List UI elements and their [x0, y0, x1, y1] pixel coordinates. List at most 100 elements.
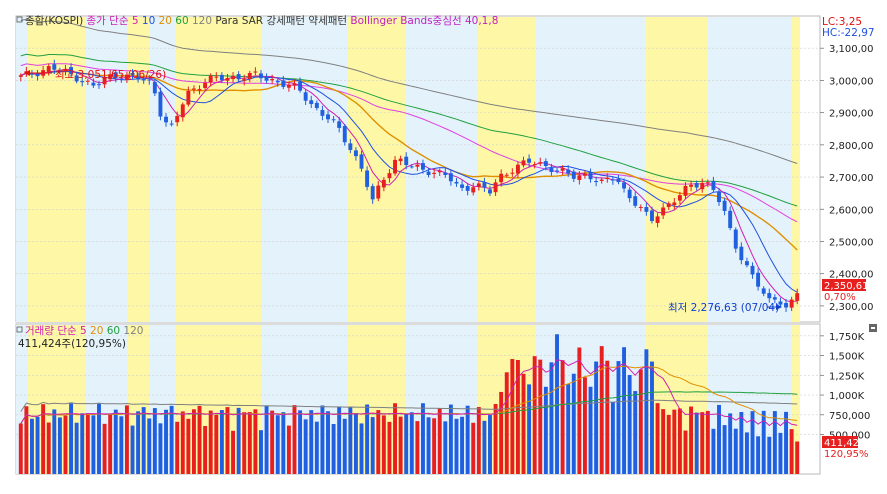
legend-item[interactable]: 20: [87, 325, 104, 337]
legend-item[interactable]: Bollinger Bands중심선 40,1,8: [347, 15, 498, 27]
candle-body: [661, 207, 666, 216]
volume-bar: [499, 391, 504, 474]
volume-bar: [320, 405, 325, 474]
legend-item[interactable]: 종합(KOSPI): [25, 15, 83, 27]
candle-body: [197, 89, 202, 91]
volume-bar: [152, 408, 157, 474]
candle-body: [85, 80, 90, 82]
candle-body: [689, 184, 694, 187]
legend-item[interactable]: Para SAR 강세패턴: [212, 15, 305, 27]
candle-body: [18, 75, 23, 77]
candle-body: [136, 76, 141, 80]
volume-bar: [141, 407, 146, 474]
legend-item[interactable]: 120: [189, 15, 212, 27]
legend-item[interactable]: 60: [172, 15, 189, 27]
volume-bar: [52, 409, 57, 474]
volume-bar: [767, 436, 772, 474]
volume-bar: [672, 409, 677, 474]
volume-bar: [493, 403, 498, 474]
candle-body: [381, 179, 386, 188]
candle-body: [326, 114, 330, 120]
candle-body: [795, 293, 800, 301]
legend-item[interactable]: 5: [129, 15, 139, 27]
volume-bar: [521, 373, 526, 474]
volume-bar: [298, 410, 303, 474]
candle-body: [147, 79, 152, 81]
legend-item[interactable]: 약세패턴: [305, 15, 347, 27]
legend-item[interactable]: 120: [120, 325, 143, 337]
volume-bar: [180, 411, 185, 474]
candle-body: [225, 78, 230, 81]
price-tick-label: 2,800,00: [829, 141, 874, 152]
candle-body: [102, 77, 107, 85]
band: [708, 325, 792, 474]
legend-item[interactable]: 종가 단순: [83, 15, 129, 27]
legend-item[interactable]: 20: [155, 15, 172, 27]
candle-body: [404, 156, 409, 166]
legend-box-icon[interactable]: [16, 16, 23, 23]
volume-tag: 411,424 120,95%: [822, 436, 869, 460]
candle-body: [35, 73, 40, 77]
candle-body: [504, 174, 509, 176]
volume-bar: [566, 384, 571, 474]
candle-body: [471, 187, 476, 193]
volume-bar: [57, 417, 62, 474]
candle-body: [74, 75, 79, 82]
candle-body: [454, 181, 459, 184]
candle-body: [46, 66, 51, 72]
candlesticks: [18, 59, 800, 312]
ma120-line: [20, 18, 798, 164]
candle-body: [393, 159, 397, 174]
volume-bar: [286, 425, 291, 474]
volume-bar: [454, 418, 459, 474]
volume-bar: [158, 423, 163, 474]
band: [478, 17, 535, 322]
volume-bar: [365, 404, 370, 474]
volume-bar: [415, 421, 420, 474]
legend-item[interactable]: 10: [139, 15, 156, 27]
legend-item[interactable]: 거래량: [25, 325, 54, 337]
candle-body: [465, 185, 470, 191]
legend-item[interactable]: 단순: [54, 325, 77, 337]
volume-legend: 거래량 단순 5 20 60 120 411,424주(120,95%): [16, 325, 143, 350]
price-legend: 종합(KOSPI) 종가 단순 5 10 20 60 120 Para SAR …: [16, 15, 498, 27]
volume-bar: [655, 403, 660, 474]
candle-body: [476, 183, 481, 188]
volume-bar: [460, 416, 465, 474]
legend-item[interactable]: 60: [103, 325, 120, 337]
candle-body: [219, 74, 224, 81]
volume-bar: [342, 418, 347, 474]
candle-body: [236, 74, 241, 80]
volume-tick-label: 750,000: [829, 411, 870, 422]
candle-body: [398, 158, 403, 162]
candle-body: [493, 182, 498, 193]
volume-bar: [292, 405, 297, 474]
volume-bar: [387, 421, 392, 474]
volume-bar: [482, 420, 487, 474]
volume-bar: [359, 423, 364, 474]
legend-item[interactable]: 5: [77, 325, 87, 337]
candle-body: [158, 91, 163, 117]
volume-bar: [543, 386, 548, 474]
volume-bar: [795, 441, 800, 474]
candle-body: [432, 172, 437, 174]
price-tick-label: 2,600,00: [829, 205, 874, 216]
candle-body: [376, 185, 381, 199]
candle-body: [543, 161, 548, 166]
legend-box-icon[interactable]: [16, 326, 23, 333]
volume-bar: [203, 426, 208, 474]
candle-body: [52, 64, 57, 70]
candle-body: [622, 182, 627, 189]
volume-bar: [303, 419, 308, 474]
high-label: 최고 3,051,65 (06/26): [55, 69, 166, 81]
candle-body: [409, 166, 414, 168]
price-tick-label: 2,700,00: [829, 173, 874, 184]
volume-bar: [236, 407, 241, 474]
price-tag: 2,350,61 0,70%: [822, 279, 869, 303]
volume-bar: [147, 418, 152, 474]
volume-bar: [337, 406, 342, 474]
volume-bar: [281, 412, 286, 474]
candle-body: [784, 303, 788, 308]
volume-bar: [605, 360, 610, 474]
